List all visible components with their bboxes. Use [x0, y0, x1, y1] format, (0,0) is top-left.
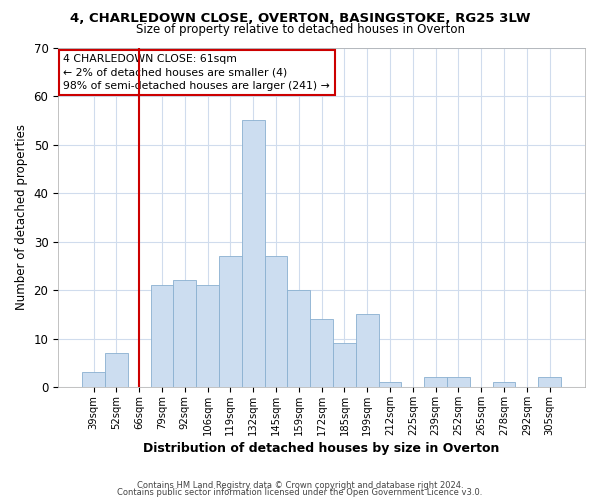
Bar: [196, 285, 219, 387]
Bar: [151, 285, 173, 387]
Bar: [356, 314, 379, 387]
Bar: [287, 290, 310, 387]
Bar: [219, 256, 242, 387]
Bar: [173, 280, 196, 387]
Text: 4, CHARLEDOWN CLOSE, OVERTON, BASINGSTOKE, RG25 3LW: 4, CHARLEDOWN CLOSE, OVERTON, BASINGSTOK…: [70, 12, 530, 26]
Bar: [493, 382, 515, 387]
Text: Contains public sector information licensed under the Open Government Licence v3: Contains public sector information licen…: [118, 488, 482, 497]
Bar: [310, 319, 333, 387]
X-axis label: Distribution of detached houses by size in Overton: Distribution of detached houses by size …: [143, 442, 500, 455]
Bar: [447, 378, 470, 387]
Bar: [538, 378, 561, 387]
Text: Contains HM Land Registry data © Crown copyright and database right 2024.: Contains HM Land Registry data © Crown c…: [137, 480, 463, 490]
Bar: [105, 353, 128, 387]
Bar: [265, 256, 287, 387]
Text: 4 CHARLEDOWN CLOSE: 61sqm
← 2% of detached houses are smaller (4)
98% of semi-de: 4 CHARLEDOWN CLOSE: 61sqm ← 2% of detach…: [64, 54, 330, 90]
Bar: [242, 120, 265, 387]
Bar: [82, 372, 105, 387]
Text: Size of property relative to detached houses in Overton: Size of property relative to detached ho…: [136, 22, 464, 36]
Bar: [379, 382, 401, 387]
Bar: [424, 378, 447, 387]
Y-axis label: Number of detached properties: Number of detached properties: [15, 124, 28, 310]
Bar: [333, 344, 356, 387]
